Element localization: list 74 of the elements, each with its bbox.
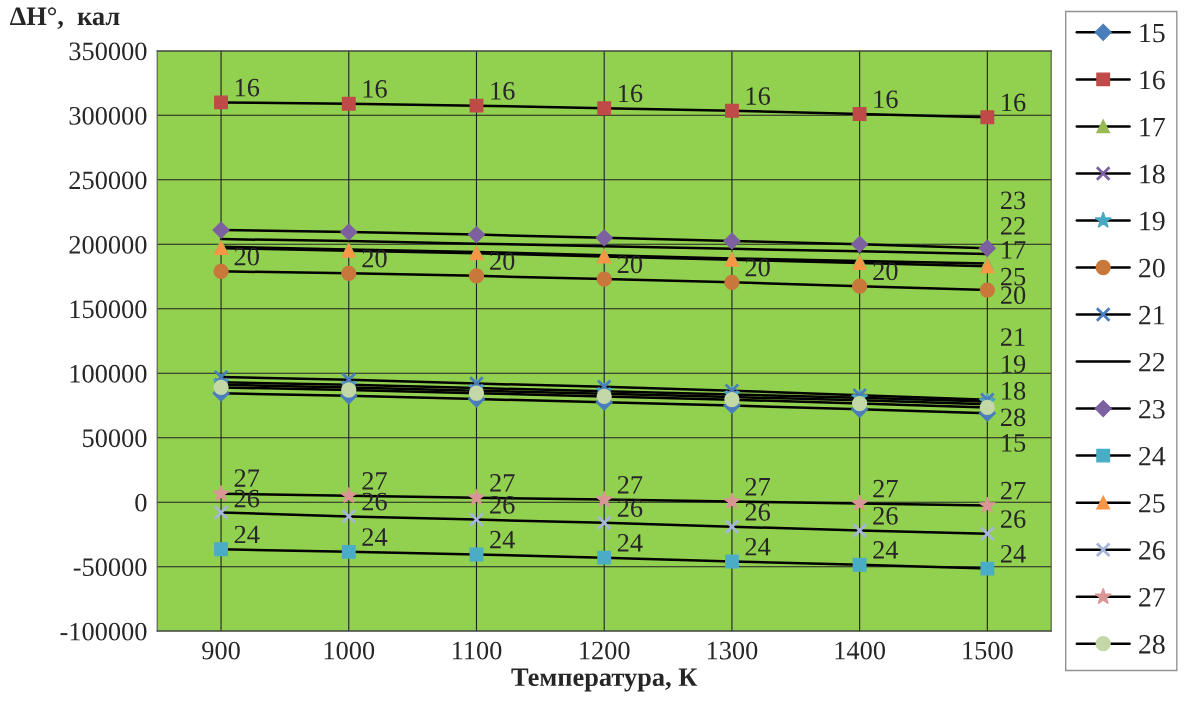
legend-label: 24 (1139, 446, 1166, 466)
annotation: 22 (1001, 217, 1025, 235)
annotation: 27 (234, 469, 260, 487)
y-tick-label: -100000 (60, 622, 147, 641)
annotation: 27 (1001, 481, 1026, 500)
x-tick-label: 1200 (580, 641, 630, 660)
annotation: 20 (362, 249, 387, 268)
annotation: 27 (490, 474, 515, 492)
x-tick-label: 1300 (707, 641, 758, 660)
x-tick-label: 900 (202, 641, 240, 660)
legend-label: 15 (1140, 23, 1165, 43)
legend-label: 28 (1139, 634, 1165, 654)
annotation: 16 (491, 82, 515, 100)
annotation: 16 (619, 84, 643, 103)
y-tick-label: 250000 (69, 171, 147, 190)
annotation: 24 (490, 530, 515, 549)
annotation: 20 (873, 262, 898, 281)
annotation: 24 (1001, 544, 1026, 563)
annotation: 16 (746, 87, 771, 105)
legend-label: 19 (1140, 211, 1165, 231)
annotation: 24 (745, 537, 771, 556)
annotation: 23 (1001, 191, 1026, 210)
annotation: 26 (1001, 510, 1026, 528)
legend-label: 23 (1139, 399, 1165, 419)
x-tick-label: 1500 (963, 641, 1013, 660)
annotation: 24 (362, 528, 388, 546)
annotation: 16 (235, 78, 260, 97)
y-axis-title: ΔH°, кал (10, 7, 120, 29)
annotation: 26 (745, 503, 771, 521)
x-tick-label: 1400 (835, 641, 886, 660)
y-tick-label: 350000 (69, 42, 147, 61)
annotation: 16 (1002, 93, 1026, 112)
annotation: 16 (363, 80, 387, 98)
legend-label: 18 (1140, 164, 1165, 184)
annotation: 20 (1001, 286, 1026, 305)
legend-label: 26 (1139, 540, 1165, 560)
legend-label: 27 (1139, 588, 1165, 607)
y-tick-label: 200000 (69, 235, 147, 254)
x-tick-label: 1000 (324, 641, 375, 660)
y-tick-label: 150000 (70, 300, 147, 319)
legend-label: 21 (1139, 305, 1165, 325)
annotation: 27 (745, 477, 771, 496)
legend-label: 20 (1139, 258, 1165, 278)
x-axis-title: Температура, К (511, 668, 698, 692)
y-tick-label: 300000 (69, 106, 147, 125)
legend-label: 22 (1139, 352, 1165, 372)
annotation: 20 (490, 252, 515, 270)
annotation: 21 (1001, 328, 1025, 346)
annotation: 24 (234, 525, 260, 544)
y-tick-label: 50000 (83, 429, 147, 448)
legend-label: 25 (1139, 493, 1165, 513)
annotation: 24 (873, 541, 899, 559)
annotation: 24 (617, 534, 643, 552)
annotation: 20 (617, 255, 643, 274)
annotation: 27 (873, 479, 898, 498)
annotation: 25 (1001, 267, 1026, 286)
annotation: 27 (617, 475, 643, 494)
annotation: 20 (745, 258, 770, 277)
annotation: 27 (362, 472, 387, 490)
legend-label: 17 (1140, 117, 1165, 137)
y-tick-label: -50000 (73, 558, 147, 577)
annotation: 26 (617, 499, 643, 517)
annotation: 28 (1001, 408, 1026, 427)
y-tick-label: 100000 (70, 364, 147, 383)
legend-label: 16 (1140, 70, 1165, 90)
annotation: 18 (1002, 381, 1026, 400)
x-tick-label: 1100 (452, 641, 502, 660)
annotation: 17 (1002, 241, 1026, 259)
annotation: 19 (1002, 355, 1026, 373)
annotation: 20 (234, 247, 259, 266)
y-tick-label: 0 (135, 493, 147, 512)
annotation: 16 (874, 90, 898, 109)
annotation: 15 (1002, 434, 1026, 452)
annotation: 26 (873, 506, 898, 525)
